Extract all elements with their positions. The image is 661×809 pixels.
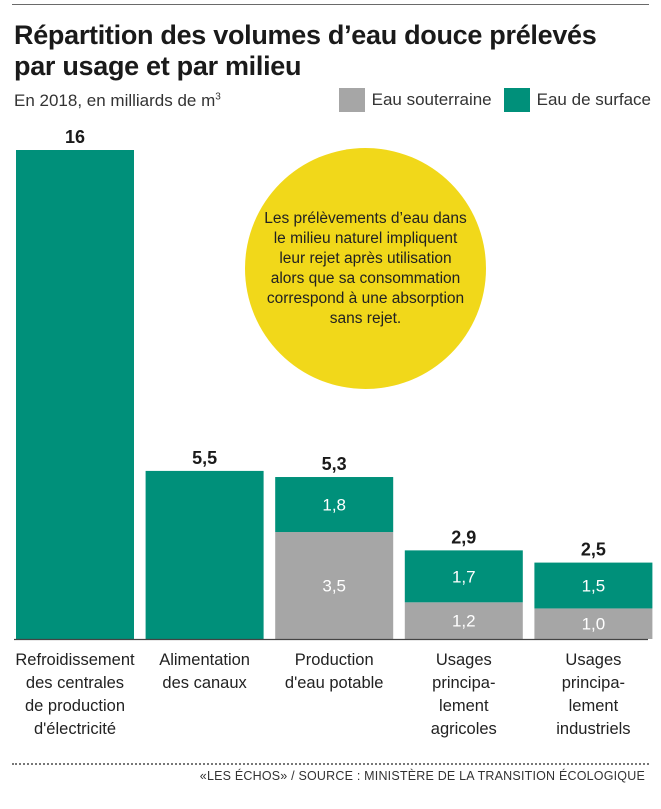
info-circle: Les prélèvements d’eau dans le milieu na… (245, 148, 486, 389)
category-label: principa- (432, 674, 495, 692)
category-label: industriels (556, 720, 630, 738)
segment-value-label: 1,0 (582, 615, 606, 634)
category-label: des canaux (162, 674, 247, 692)
subtitle-text: En 2018, en milliards de m (14, 91, 216, 110)
bar-segment-groundwater (534, 608, 653, 639)
category-label: agricoles (431, 720, 497, 738)
legend-swatch-surface (503, 88, 530, 112)
subtitle-exponent: 3 (215, 91, 221, 103)
bar-segment-groundwater (404, 602, 523, 639)
bar-segment-surface (534, 562, 653, 609)
footer-dotted-rule (12, 763, 649, 765)
chart-title: Répartition des volumes d’eau douce prél… (14, 20, 597, 81)
bar-segment-surface (275, 477, 394, 533)
category-label: principa- (562, 674, 625, 692)
legend-item-groundwater: Eau souterraine (338, 88, 492, 112)
legend-item-surface: Eau de surface (503, 88, 651, 112)
category-label: d'électricité (34, 720, 116, 738)
category-label: lement (439, 697, 489, 715)
legend-swatch-groundwater (338, 88, 365, 112)
legend-label-surface: Eau de surface (536, 90, 651, 109)
bar-segment-surface (404, 550, 523, 603)
source-credit: «LES ÉCHOS» / SOURCE : MINISTÈRE DE LA T… (199, 769, 645, 783)
info-circle-text: Les prélèvements d’eau dans le milieu na… (264, 209, 467, 327)
bar-total-label: 5,5 (192, 448, 217, 468)
category-label: lement (569, 697, 619, 715)
bar-total-label: 2,5 (581, 540, 606, 560)
category-label: Usages (565, 651, 621, 669)
bar-segment-surface (16, 150, 134, 639)
bar-segment-surface (145, 470, 264, 639)
category-label: des centrales (26, 674, 124, 692)
segment-value-label: 1,8 (322, 496, 346, 515)
bar-segment-groundwater (275, 532, 394, 639)
segment-value-label: 3,5 (322, 577, 346, 596)
segment-value-label: 1,5 (582, 577, 606, 596)
bar-total-label: 16 (65, 127, 85, 147)
category-label: Usages (436, 651, 492, 669)
category-label: Alimentation (159, 651, 250, 669)
category-label: de production (25, 697, 125, 715)
category-label: d'eau potable (285, 674, 384, 692)
category-label: Refroidissement (15, 651, 135, 669)
segment-value-label: 1,7 (452, 567, 476, 586)
category-label: Production (295, 651, 374, 669)
chart-subtitle: En 2018, en milliards de m3 (14, 91, 221, 111)
legend-label-groundwater: Eau souterraine (371, 90, 492, 109)
bar-total-label: 5,3 (322, 454, 347, 474)
top-rule (12, 4, 649, 5)
legend: Eau souterraine Eau de surface (327, 88, 651, 112)
bar-total-label: 2,9 (451, 527, 476, 547)
segment-value-label: 1,2 (452, 612, 476, 631)
